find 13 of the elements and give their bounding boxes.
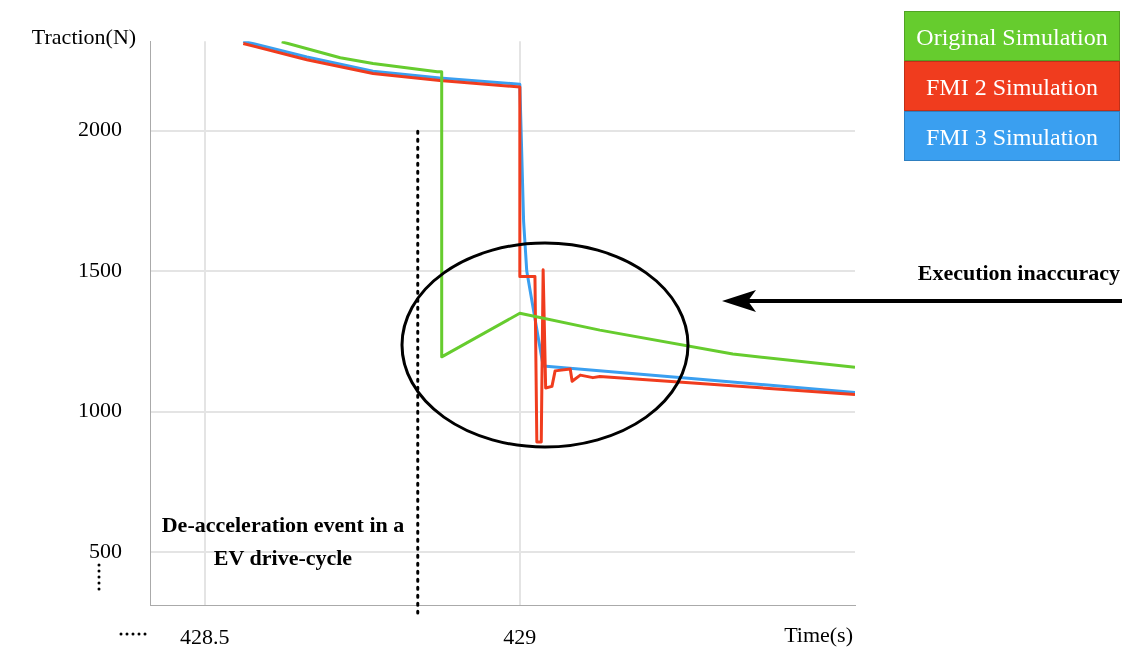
x-tick-label: 429: [503, 623, 537, 649]
y-tick-label: 2000: [78, 116, 122, 142]
y-tick-label: 1000: [78, 397, 122, 423]
x-tick-label: 428.5: [180, 623, 230, 649]
y-axis-title: Traction(N): [31, 23, 137, 49]
text: Execution inaccuracy: [916, 259, 1120, 287]
y-tick-label: 500: [89, 537, 122, 563]
text: FMI 2 Simulation: [904, 61, 1120, 111]
text: Original Simulation: [904, 11, 1120, 61]
annotation: De-acceleration event in a EV drive-cycle: [160, 511, 406, 572]
y-tick-label: 1500: [78, 256, 122, 282]
x-axis-title: Time(s): [784, 621, 853, 647]
text: FMI 3 Simulation: [904, 111, 1120, 161]
